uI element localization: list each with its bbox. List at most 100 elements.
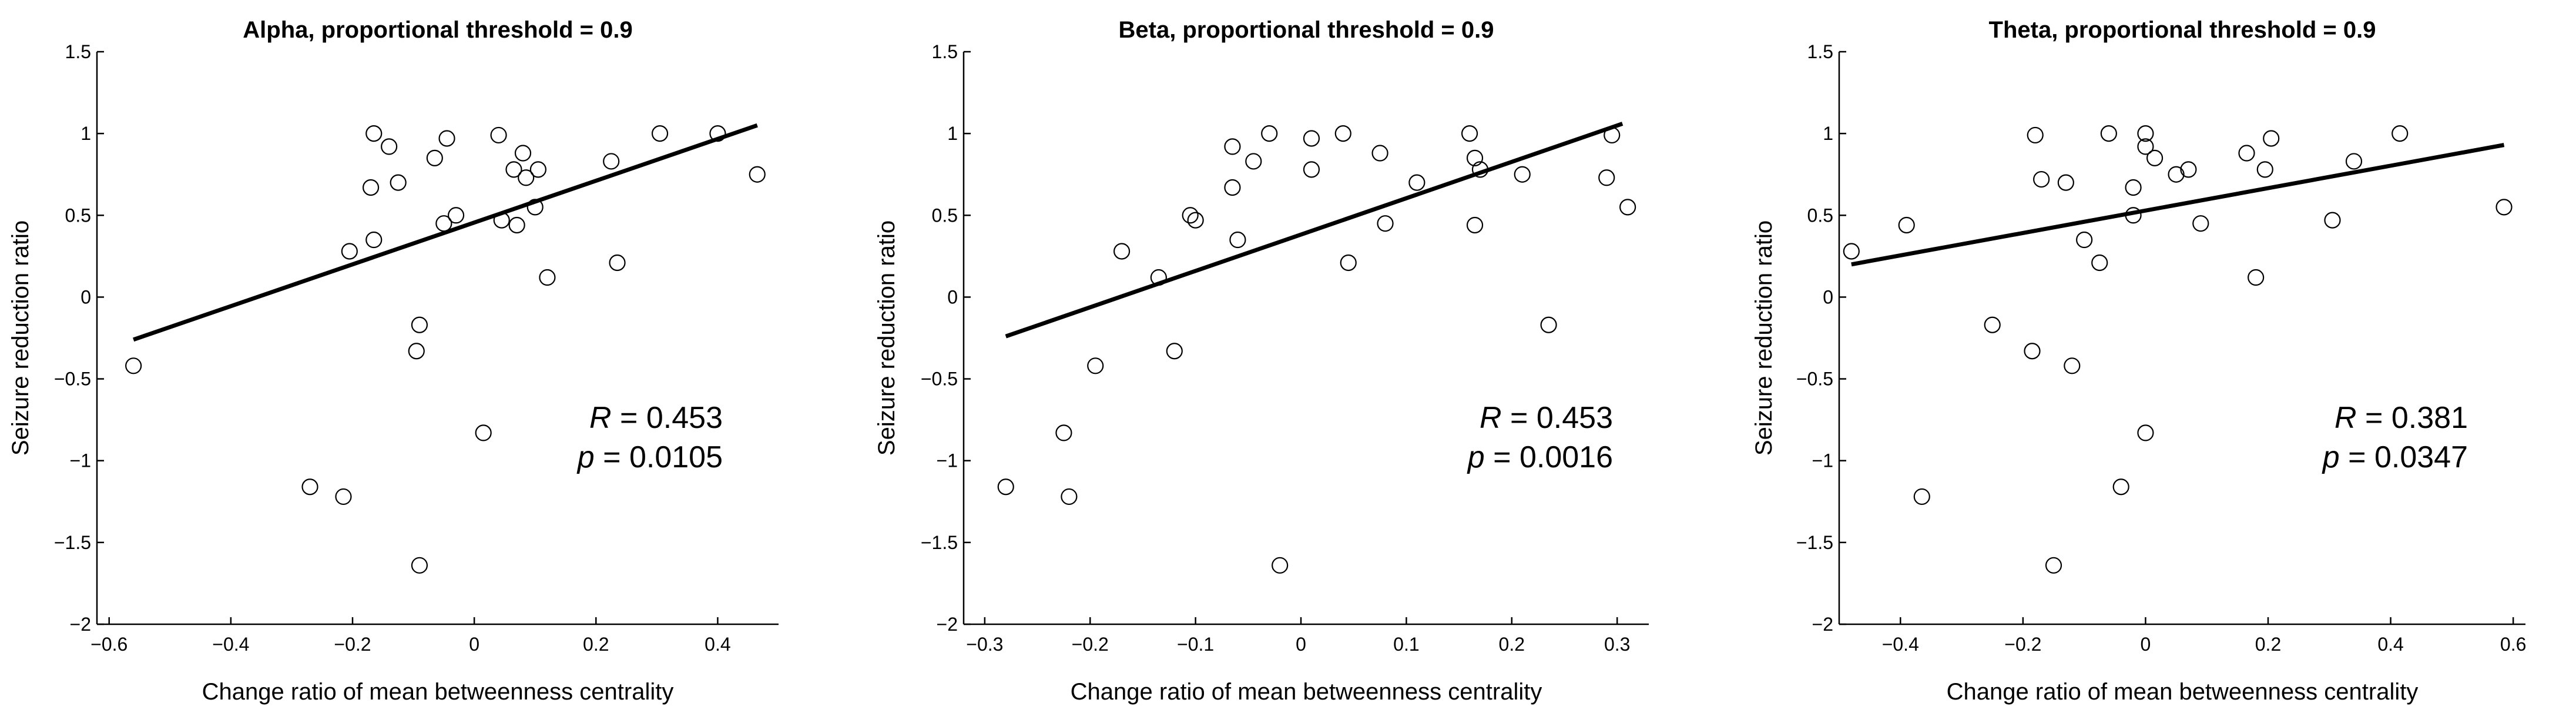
data-point	[2391, 125, 2409, 142]
y-tick-label: 0	[80, 286, 91, 307]
y-tick-label: −1	[70, 450, 91, 471]
x-tick-label: 0.4	[2377, 634, 2403, 655]
y-tick-label: 1.5	[932, 41, 958, 62]
data-point	[2112, 478, 2129, 496]
data-point	[1471, 161, 1489, 178]
p-statistic: p = 0.0016	[1467, 440, 1613, 474]
data-point	[1224, 138, 1241, 155]
data-point	[2027, 126, 2044, 144]
data-point	[709, 125, 726, 142]
x-tick-label: −0.1	[1177, 634, 1214, 655]
y-tick-label: 1	[947, 123, 958, 144]
data-point	[2324, 212, 2341, 229]
data-point	[2263, 130, 2280, 147]
chart-panel-1: −2 −1.5 −1 −0.5 0 0.5 1 1.5 −0.6 −0.4 −0.2 0 0.2 0.4 A…	[8, 17, 779, 705]
data-point	[475, 424, 492, 441]
data-point	[125, 357, 142, 374]
y-tick-label: −2	[937, 614, 958, 635]
data-point	[1272, 557, 1289, 574]
data-point	[1229, 231, 1246, 249]
chart-title: Beta, proportional threshold = 0.9	[1119, 17, 1494, 43]
p-symbol: p	[1467, 440, 1485, 474]
data-point	[1371, 145, 1388, 162]
chart-panel-2: −2 −1.5 −1 −0.5 0 0.5 1 1.5 −0.3 −0.2 −0.1 0 0.1 0.2 0…	[874, 17, 1649, 705]
data-point	[2248, 269, 2265, 286]
data-point	[1598, 169, 1615, 186]
y-axis-label: Seizure reduction ratio	[1751, 220, 1777, 456]
data-point	[609, 254, 626, 272]
data-point	[1619, 199, 1636, 216]
x-tick-label: −0.2	[2004, 634, 2041, 655]
data-point	[1224, 179, 1241, 196]
data-point	[2238, 145, 2255, 162]
x-axis-label: Change ratio of mean betweenness central…	[202, 679, 674, 705]
data-point	[2180, 161, 2197, 178]
data-point	[411, 557, 428, 574]
data-point	[1913, 488, 1930, 506]
data-point	[426, 149, 443, 166]
data-point	[335, 488, 352, 506]
data-point	[408, 343, 425, 360]
x-tick-label: 0.1	[1393, 634, 1419, 655]
data-point	[1261, 125, 1278, 142]
y-axis-label: Seizure reduction ratio	[874, 220, 900, 456]
y-tick-label: 0	[1823, 286, 1833, 307]
r-statistic: R = 0.453	[1480, 401, 1613, 435]
data-point	[2125, 207, 2142, 224]
data-point	[2033, 170, 2050, 188]
data-point	[438, 130, 455, 147]
x-tick-label: 0	[1296, 634, 1306, 655]
data-point	[1466, 149, 1484, 166]
x-tick-label: 0.4	[705, 634, 730, 655]
p-symbol: p	[576, 440, 595, 474]
x-tick-label: 0.6	[2500, 634, 2526, 655]
y-tick-label: 1.5	[1807, 41, 1833, 62]
y-tick-label: −0.5	[921, 369, 958, 390]
data-point	[1187, 212, 1204, 229]
data-point	[2100, 125, 2117, 142]
data-point	[1604, 126, 1621, 144]
data-point	[508, 216, 525, 234]
data-point	[1898, 216, 1915, 234]
data-point	[1540, 316, 1557, 333]
x-tick-label: −0.3	[966, 634, 1003, 655]
data-point	[1303, 130, 1320, 147]
p-value: = 0.0347	[2340, 440, 2468, 474]
y-tick-label: −0.5	[1796, 369, 1833, 390]
data-point	[390, 174, 407, 191]
data-point	[2076, 231, 2093, 249]
data-point	[529, 161, 546, 178]
data-point	[2256, 161, 2273, 178]
y-axis-label: Seizure reduction ratio	[8, 220, 33, 456]
p-value: = 0.0016	[1485, 440, 1613, 474]
p-value: = 0.0105	[595, 440, 723, 474]
data-point	[749, 166, 766, 183]
y-tick-label: −1.5	[921, 532, 958, 553]
data-point	[2137, 138, 2154, 155]
y-tick-label: 0	[947, 286, 958, 307]
data-point	[1340, 254, 1357, 272]
data-point	[2064, 357, 2081, 374]
chart-title: Alpha, proportional threshold = 0.9	[243, 17, 632, 43]
data-point	[1182, 207, 1199, 224]
data-point	[2137, 424, 2154, 441]
x-tick-label: −0.4	[1882, 634, 1919, 655]
r-value: = 0.381	[2357, 401, 2468, 435]
y-tick-label: 1	[1823, 123, 1833, 144]
x-tick-label: −0.4	[212, 634, 249, 655]
data-point	[1055, 424, 1072, 441]
y-tick-label: −1	[937, 450, 958, 471]
data-point	[505, 161, 522, 178]
y-tick-label: 0.5	[65, 205, 91, 226]
y-tick-label: −2	[70, 614, 91, 635]
y-tick-label: 1.5	[65, 41, 91, 62]
data-point	[2168, 166, 2185, 183]
data-point	[2345, 153, 2363, 170]
r-value: = 0.453	[1502, 401, 1613, 435]
p-statistic: p = 0.0347	[2322, 440, 2468, 474]
regression-line	[1005, 122, 1624, 339]
data-point	[603, 153, 620, 170]
x-tick-label: 0	[2141, 634, 2151, 655]
data-point	[1466, 216, 1484, 234]
